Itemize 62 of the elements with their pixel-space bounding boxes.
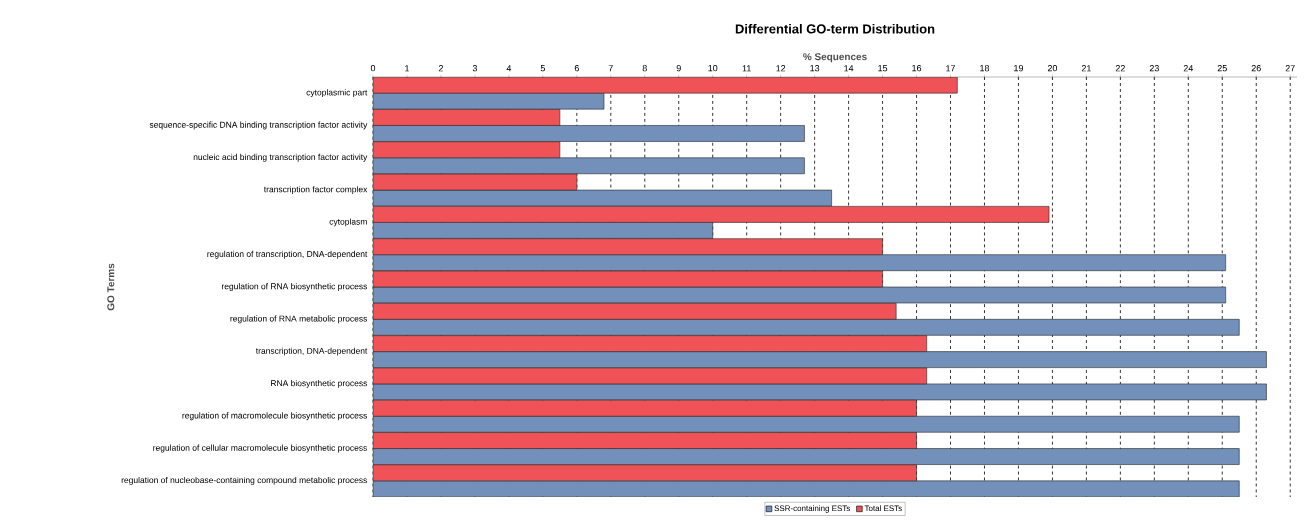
bar xyxy=(373,415,1240,433)
x-tick-label: 7 xyxy=(608,65,613,72)
x-tick-label: 14 xyxy=(844,65,854,72)
x-tick-label: 0 xyxy=(370,65,376,72)
y-tick-label: RNA biosynthetic process xyxy=(271,379,368,388)
x-tick-label: 27 xyxy=(1285,65,1295,72)
y-tick-label: regulation of RNA metabolic process xyxy=(230,315,368,324)
bar xyxy=(373,238,883,255)
x-tick-label: 8 xyxy=(642,65,647,72)
chart-title: Differential GO-term Distribution xyxy=(735,23,935,34)
bar xyxy=(373,222,714,239)
x-tick-label: 2 xyxy=(438,65,443,72)
bar xyxy=(373,432,917,449)
y-tick-label: regulation of RNA biosynthetic process xyxy=(222,283,368,291)
bar xyxy=(373,206,1050,223)
x-tick-label: 20 xyxy=(1047,65,1058,72)
x-tick-label: 19 xyxy=(1014,65,1024,72)
y-tick-label: nucleic acid binding transcription factor activity xyxy=(193,153,368,162)
x-tick-label: 18 xyxy=(980,65,990,72)
y-tick-label: transcription, DNA-dependent xyxy=(255,347,368,356)
x-tick-label: 4 xyxy=(506,65,512,72)
bar xyxy=(373,335,928,352)
x-tick-label: 24 xyxy=(1183,65,1194,72)
y-tick-label: regulation of nucleobase-containing compound metabolic process xyxy=(121,476,367,485)
x-tick-label: 22 xyxy=(1115,65,1125,72)
x-tick-label: 16 xyxy=(912,65,922,72)
bar xyxy=(373,399,917,417)
bar xyxy=(373,109,561,126)
bar xyxy=(373,141,561,159)
x-tick-label: 10 xyxy=(708,65,718,72)
x-tick-label: 1 xyxy=(405,65,410,72)
bar xyxy=(373,92,605,110)
bar xyxy=(373,157,805,175)
x-tick-label: 12 xyxy=(776,65,786,72)
x-tick-label: 13 xyxy=(810,65,820,72)
x-tick-label: 9 xyxy=(676,65,681,72)
y-tick-label: cytoplasm xyxy=(329,218,367,227)
x-tick-label: 11 xyxy=(742,65,751,72)
x-tick-label: 3 xyxy=(472,65,478,72)
x-tick-label: 26 xyxy=(1251,65,1261,72)
y-tick-label: cytoplasmic part xyxy=(306,89,368,98)
x-tick-label: 15 xyxy=(878,65,888,72)
bar xyxy=(373,303,897,320)
x-tick-label: 23 xyxy=(1149,65,1159,72)
y-tick-label: regulation of cellular macromolecule biosynthetic process xyxy=(153,444,367,453)
bar xyxy=(373,448,1240,465)
x-tick-label: 21 xyxy=(1081,65,1091,72)
y-tick-label: regulation of transcription, DNA-dependent xyxy=(207,250,368,259)
bar xyxy=(373,77,958,94)
x-tick-label: 5 xyxy=(540,65,545,72)
bar xyxy=(373,254,1226,271)
x-tick-label: 25 xyxy=(1217,65,1227,72)
x-axis-title: % Sequences xyxy=(803,53,867,63)
x-tick-label: 17 xyxy=(946,65,956,72)
y-tick-label: sequence-specific DNA binding transcription factor activity xyxy=(149,121,368,130)
y-tick-label: regulation of macromolecule biosynthetic process xyxy=(182,412,368,421)
bar xyxy=(373,125,805,142)
bar xyxy=(373,319,1240,336)
y-axis-title: GO Terms xyxy=(107,263,115,311)
x-tick-label: 6 xyxy=(574,65,579,72)
y-tick-label: transcription factor complex xyxy=(263,186,368,195)
bar xyxy=(373,351,1267,368)
